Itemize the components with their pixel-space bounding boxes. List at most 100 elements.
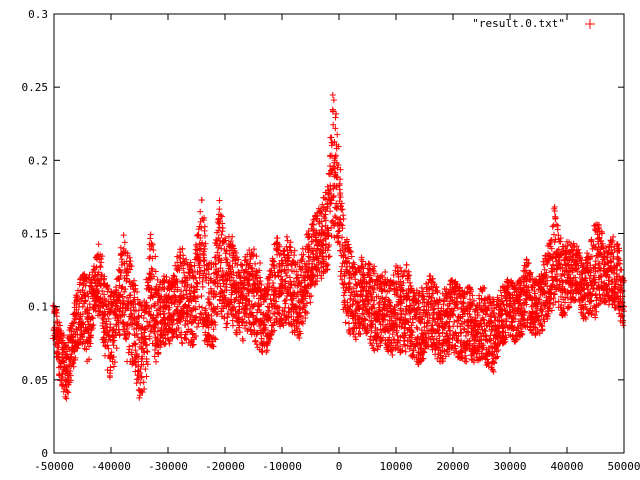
data-point <box>141 326 148 333</box>
data-point <box>57 322 64 329</box>
data-point <box>127 292 134 299</box>
data-point <box>194 294 201 301</box>
data-point <box>197 245 204 252</box>
data-point <box>155 351 162 358</box>
data-point <box>141 309 148 316</box>
data-point <box>201 214 208 221</box>
data-point <box>195 320 202 327</box>
data-point <box>121 311 128 318</box>
data-point <box>178 295 185 302</box>
data-point <box>179 245 186 252</box>
data-point <box>122 286 129 293</box>
data-point <box>100 315 107 322</box>
data-point <box>148 303 155 310</box>
data-point <box>69 333 76 340</box>
data-point <box>131 294 138 301</box>
data-point <box>139 353 146 360</box>
data-point <box>67 372 74 379</box>
data-point <box>116 332 123 339</box>
data-point <box>147 235 154 242</box>
data-point <box>59 337 66 344</box>
data-point <box>86 271 93 278</box>
data-point <box>137 370 144 377</box>
data-point <box>135 358 142 365</box>
data-point <box>107 308 114 315</box>
data-point <box>207 285 214 292</box>
data-point <box>188 320 195 327</box>
data-point <box>210 326 217 333</box>
data-point <box>126 292 133 299</box>
data-point <box>123 326 130 333</box>
data-point <box>155 290 162 297</box>
data-point <box>99 253 106 260</box>
data-point <box>134 296 141 303</box>
data-point <box>144 302 151 309</box>
data-point <box>146 308 153 315</box>
data-point <box>142 324 149 331</box>
data-point <box>211 288 218 295</box>
data-point <box>200 248 207 255</box>
data-point <box>206 332 213 339</box>
data-point <box>212 321 219 328</box>
data-point <box>180 265 187 272</box>
data-point <box>187 259 194 266</box>
data-point <box>80 321 87 328</box>
data-point <box>189 330 196 337</box>
data-point <box>134 288 141 295</box>
data-point <box>84 337 91 344</box>
data-point <box>56 319 63 326</box>
data-point <box>199 304 206 311</box>
data-point <box>110 342 117 349</box>
data-point <box>54 343 61 350</box>
data-point <box>154 335 161 342</box>
data-point <box>144 348 151 355</box>
data-point <box>206 300 213 307</box>
data-point <box>88 285 95 292</box>
data-point <box>138 374 145 381</box>
data-point <box>127 266 134 273</box>
data-point <box>160 326 167 333</box>
data-point <box>62 393 69 400</box>
data-point <box>108 349 115 356</box>
data-point <box>116 276 123 283</box>
data-point <box>128 310 135 317</box>
data-point <box>140 379 147 386</box>
data-point <box>198 224 205 231</box>
data-point <box>140 315 147 322</box>
data-point <box>110 326 117 333</box>
data-point <box>208 312 215 319</box>
data-point <box>205 265 212 272</box>
data-point <box>74 296 81 303</box>
data-point <box>86 301 93 308</box>
data-point <box>129 299 136 306</box>
data-point <box>143 341 150 348</box>
data-point <box>146 335 153 342</box>
data-point <box>96 308 103 315</box>
data-point <box>67 368 74 375</box>
data-point <box>63 378 70 385</box>
data-point <box>197 235 204 242</box>
data-point <box>164 329 171 336</box>
data-point <box>105 315 112 322</box>
data-point <box>132 282 139 289</box>
data-point <box>205 311 212 318</box>
data-point <box>152 358 159 365</box>
data-point <box>143 373 150 380</box>
data-point <box>152 253 159 260</box>
data-point <box>86 356 93 363</box>
data-point <box>81 271 88 278</box>
data-point <box>123 336 130 343</box>
data-point <box>136 392 143 399</box>
data-point <box>176 255 183 262</box>
data-point <box>53 313 60 320</box>
data-point <box>182 335 189 342</box>
data-point <box>189 312 196 319</box>
data-point <box>107 353 114 360</box>
data-point <box>198 197 205 204</box>
data-point <box>212 260 219 267</box>
data-point <box>70 363 77 370</box>
data-point <box>110 363 117 370</box>
data-point <box>197 218 204 225</box>
data-point <box>150 246 157 253</box>
data-point <box>199 239 206 246</box>
